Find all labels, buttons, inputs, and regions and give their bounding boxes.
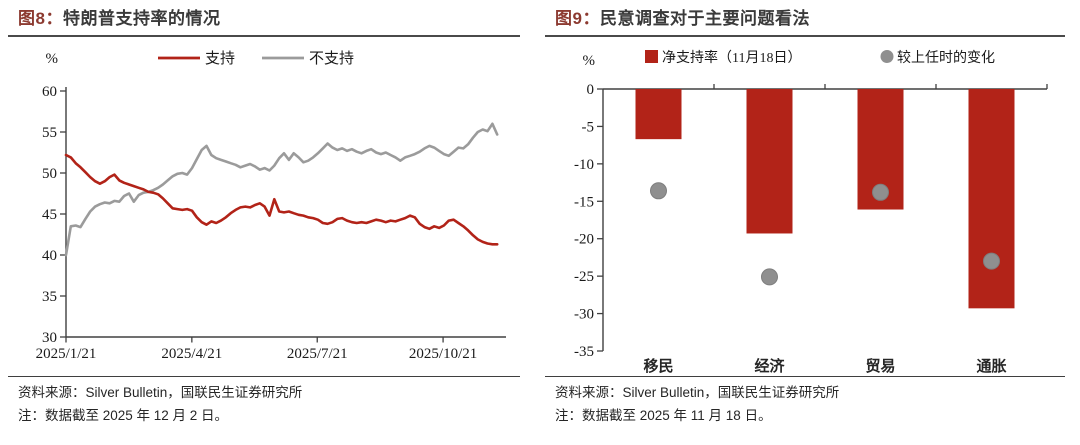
- y-tick-label: -20: [574, 232, 594, 248]
- y-axis-unit-label: %: [46, 51, 59, 67]
- figure8-title: 图8：特朗普支持率的情况: [8, 6, 520, 37]
- x-tick-label: 2025/7/21: [287, 346, 348, 362]
- figure8-label: 图8：: [18, 9, 63, 28]
- y-tick-label: 40: [42, 248, 57, 264]
- figure9-panel: 图9：民意调查对于主要问题看法 % 净支持率（11月18日） 较上任时的变化 0 -5 -…: [545, 6, 1065, 428]
- figure8-footer: 资料来源：Silver Bulletin，国联民生证券研究所 注：数据截至 20…: [8, 376, 520, 428]
- category-label-经济: 经济: [754, 357, 785, 375]
- figure8-panel: 图8：特朗普支持率的情况 % 支持 不支持 60 55 50 45 40 35 30 2025/1/…: [8, 6, 520, 428]
- y-tick-label: -10: [574, 157, 594, 173]
- y-tick-label: 30: [42, 330, 57, 346]
- series-line-支持: [64, 153, 499, 246]
- y-tick-label: -15: [574, 194, 594, 210]
- dot-通胀: [983, 252, 1000, 270]
- legend-item-label: 较上任时的变化: [897, 50, 995, 66]
- dot-移民: [650, 182, 667, 200]
- legend-circle-swatch: [880, 50, 894, 63]
- y-tick-label: -5: [582, 119, 595, 135]
- figure8-note: 注：数据截至 2025 年 12 月 2 日。: [18, 407, 229, 423]
- figure9-title: 图9：民意调查对于主要问题看法: [545, 6, 1065, 37]
- y-tick-label: 0: [587, 82, 595, 98]
- legend-square-swatch: [645, 50, 658, 63]
- dot-经济: [761, 268, 778, 286]
- y-tick-label: 55: [42, 125, 57, 141]
- figure9-label: 图9：: [555, 9, 600, 28]
- figure9-title-text: 民意调查对于主要问题看法: [599, 9, 810, 28]
- category-label-通胀: 通胀: [976, 358, 1006, 375]
- figure9-footer: 资料来源：Silver Bulletin，国联民生证券研究所 注：数据截至 20…: [545, 376, 1065, 428]
- bar-经济: [746, 89, 793, 234]
- legend-item-label: 不支持: [309, 50, 354, 67]
- figure8-source: 资料来源：Silver Bulletin，国联民生证券研究所: [18, 385, 303, 400]
- y-tick-label: 60: [42, 84, 57, 100]
- y-tick-label: 35: [42, 289, 57, 305]
- issues-bar-chart: % 净支持率（11月18日） 较上任时的变化 0 -5 -10 -15 -20 -25 -30 -3…: [574, 49, 1048, 375]
- bar-移民: [635, 89, 682, 140]
- figure8-title-text: 特朗普支持率的情况: [62, 9, 221, 28]
- category-label-贸易: 贸易: [865, 357, 895, 375]
- y-tick-label: 50: [42, 166, 57, 182]
- figure9-note: 注：数据截至 2025 年 11 月 18 日。: [555, 407, 772, 423]
- series-line-不支持: [64, 122, 499, 257]
- y-tick-label: -25: [574, 269, 594, 285]
- x-tick-label: 2025/4/21: [161, 346, 222, 362]
- legend-item-label: 净支持率（11月18日）: [662, 49, 801, 66]
- x-tick-label: 2025/10/21: [409, 346, 477, 362]
- y-tick-label: -35: [574, 344, 594, 360]
- dot-贸易: [872, 183, 889, 201]
- x-tick-label: 2025/1/21: [36, 346, 97, 362]
- legend-item-label: 支持: [205, 50, 235, 67]
- y-tick-label: -30: [574, 307, 594, 323]
- bar-通胀: [968, 89, 1015, 309]
- category-label-移民: 移民: [643, 357, 673, 375]
- y-axis-unit-label: %: [583, 53, 596, 69]
- y-tick-label: 45: [42, 207, 57, 223]
- figure9-source: 资料来源：Silver Bulletin，国联民生证券研究所: [555, 385, 840, 400]
